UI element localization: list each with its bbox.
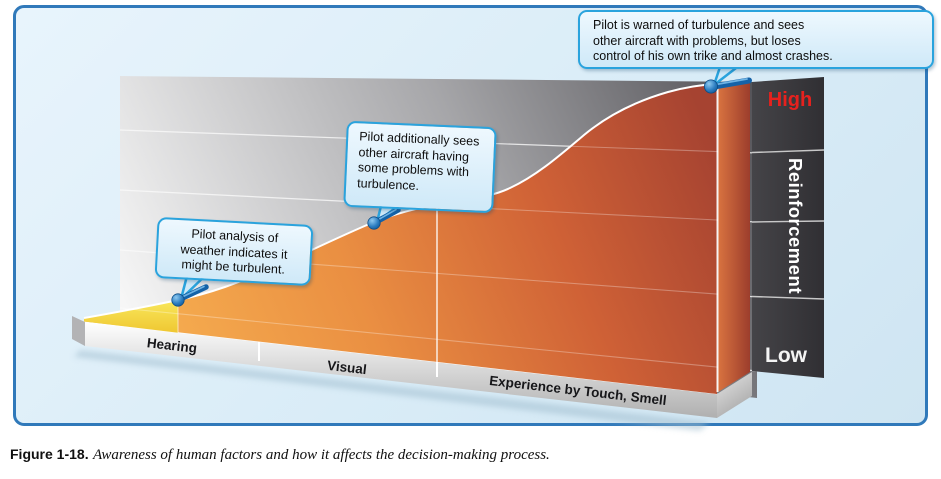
callout-line: control of his own trike and almost cras… (593, 49, 833, 63)
pin-2 (367, 207, 401, 230)
callout-line: other aircraft with problems, but loses (593, 33, 801, 48)
x-label-hearing: Hearing (146, 335, 198, 356)
bar-label-reinforcement: Reinforcement (785, 158, 806, 294)
pin-1 (171, 284, 209, 307)
reinforcement-bar: High Reinforcement Low (751, 77, 825, 378)
bar-label-low: Low (765, 344, 808, 367)
pin-rod-highlight (712, 78, 748, 86)
bar-divider (751, 220, 825, 223)
floor-shadow (74, 350, 710, 431)
callout-warned-of-turbulence: Pilot is warned of turbulence and sees o… (578, 10, 934, 69)
pin-rod-highlight (375, 208, 397, 222)
pin-3 (704, 77, 752, 94)
pin-ball (367, 216, 381, 230)
pins (171, 77, 752, 307)
bar-label-high: High (768, 89, 812, 111)
pin-ball (704, 79, 719, 94)
bar-divider (751, 149, 825, 154)
callout-weather-analysis: Pilot analysis of weather indicates it m… (154, 216, 314, 287)
pin-ball (171, 293, 185, 307)
figure-caption: Figure 1-18. Awareness of human factors … (10, 446, 930, 464)
caption-text: Awareness of human factors and how it af… (93, 447, 550, 463)
callout-sees-other-aircraft: Pilot additionally sees other aircraft h… (343, 120, 497, 214)
x-label-visual: Visual (326, 358, 367, 377)
pin-rod-highlight (179, 285, 205, 299)
yellow-area (84, 300, 178, 333)
floor-right-cap (717, 372, 752, 418)
area-side-face (718, 80, 750, 392)
caption-label: Figure 1-18. (10, 446, 89, 462)
floor-front-face (85, 322, 717, 418)
callout-line: Pilot is warned of turbulence and sees (593, 18, 805, 32)
bar-divider (751, 295, 825, 300)
floor-left-cap (72, 316, 85, 346)
area-fill (84, 84, 717, 394)
